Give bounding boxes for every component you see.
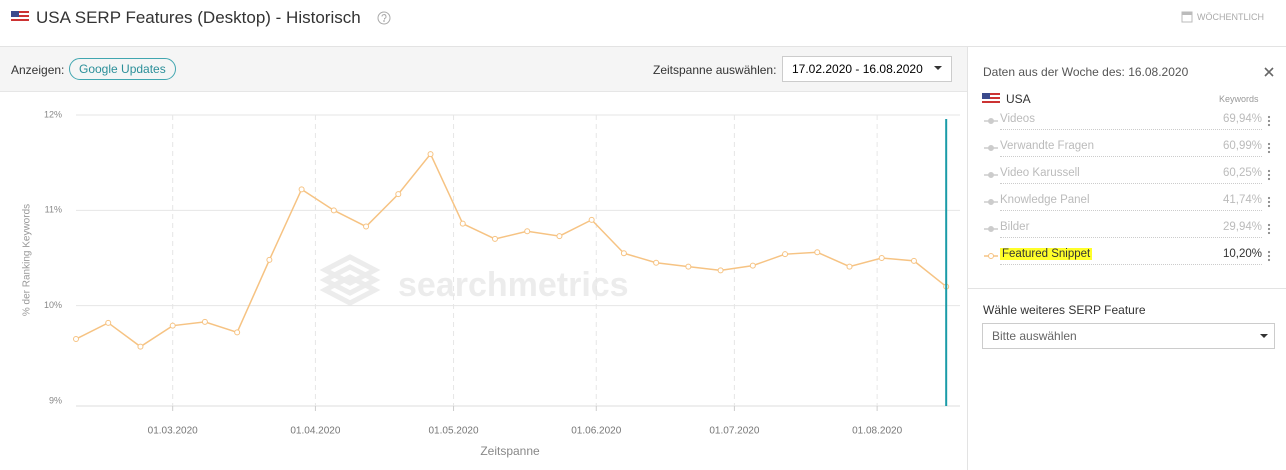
column-header: Keywords [1219,94,1259,104]
data-point [169,322,176,329]
series-icon [984,172,998,178]
feature-value: 60,25% [1222,167,1262,179]
interval-toggle[interactable]: WÖCHENTLICH [1197,12,1264,22]
data-point [878,255,885,261]
feature-name: Video Karussell [1000,167,1080,179]
data-point [814,249,821,256]
google-updates-button[interactable]: Google Updates [69,58,176,80]
x-axis-title: Zeitspanne [480,444,540,458]
data-point [910,257,917,264]
feature-select[interactable]: Bitte auswählen [982,323,1275,349]
feature-value: 10,20% [1222,248,1262,260]
feature-value: 69,94% [1222,113,1262,125]
close-button[interactable] [1264,67,1274,77]
feature-name: Knowledge Panel [1000,194,1090,206]
row-menu[interactable] [1267,196,1271,208]
range-label: Zeitspanne auswählen: [653,63,777,77]
feature-value: 41,74% [1222,194,1262,206]
y-tick-label: 12% [44,109,62,119]
data-point [105,319,112,326]
data-point [717,267,724,274]
header [0,0,1286,47]
data-point [298,186,305,193]
flag-icon [11,11,29,23]
flag-icon [982,93,1000,105]
dropdown-arrow [1260,334,1268,338]
y-axis-title: % der Ranking Keywords [22,204,33,316]
x-tick-label: 01.08.2020 [852,426,902,437]
help-icon[interactable] [377,11,391,25]
feature-row[interactable]: Videos 69,94% [1000,113,1262,130]
series-icon [984,118,998,124]
watermark-shape [319,264,381,296]
data-point [395,191,402,198]
data-point [427,151,434,158]
series-line [75,152,947,348]
feature-value: 60,99% [1222,140,1262,152]
calendar-icon [1181,11,1193,23]
data-point [459,220,466,227]
data-point [363,223,370,230]
watermark: searchmetrics [398,266,629,304]
feature-row[interactable]: Video Karussell 60,25% [1000,167,1262,184]
row-menu[interactable] [1267,223,1271,235]
select-label: Wähle weiteres SERP Feature [983,303,1146,317]
data-point [749,262,756,269]
data-point [620,250,627,257]
data-point [653,259,660,266]
divider [967,288,1286,289]
data-point [330,207,337,214]
country: USA [1006,92,1031,106]
data-point [266,256,273,263]
data-point [137,343,144,350]
x-tick-label: 01.07.2020 [709,426,759,437]
x-tick-label: 01.06.2020 [571,426,621,437]
series-icon [984,253,998,259]
series-icon [984,145,998,151]
feature-row[interactable]: Knowledge Panel 41,74% [1000,194,1262,211]
range-select[interactable]: 17.02.2020 - 16.08.2020 [782,56,952,82]
data-point [588,216,595,223]
data-point [782,251,789,258]
feature-row[interactable]: Featured Snippet 10,20% [1000,248,1262,265]
chart: searchmetrics 9% 10% 11% 12% 01.03.2020 01.04.… [22,109,960,458]
data-point [556,233,563,240]
show-label: Anzeigen: [11,63,65,77]
feature-row[interactable]: Verwandte Fragen 60,99% [1000,140,1262,157]
data-point [846,263,853,270]
panel-heading: Daten aus der Woche des: 16.08.2020 [983,65,1189,79]
row-menu[interactable] [1267,250,1271,262]
row-menu[interactable] [1267,115,1271,127]
feature-name: Featured Snippet [1000,248,1093,260]
data-point [491,235,498,242]
series-icon [984,226,998,232]
row-menu[interactable] [1267,142,1271,154]
row-menu[interactable] [1267,169,1271,181]
x-tick-label: 01.05.2020 [429,426,479,437]
data-point [73,336,79,343]
watermark-logo [319,254,381,306]
data-point [685,263,692,270]
watermark-shape [319,274,381,306]
feature-name: Videos [1000,113,1035,125]
feature-name: Bilder [1000,221,1030,233]
feature-name: Verwandte Fragen [1000,140,1094,152]
series-icon [984,199,998,205]
data-point [524,228,531,235]
dropdown-arrow [934,66,942,70]
y-tick-label: 9% [49,395,62,405]
data-point [201,318,208,325]
x-tick-label: 01.03.2020 [148,426,198,437]
x-tick-label: 01.04.2020 [290,426,340,437]
page-title: USA SERP Features (Desktop) - Historisch [36,8,361,27]
y-tick-label: 11% [45,205,62,215]
side-panel [967,47,1286,470]
feature-row[interactable]: Bilder 29,94% [1000,221,1262,238]
feature-value: 29,94% [1222,221,1262,233]
y-tick-label: 10% [44,300,62,310]
data-point [234,329,241,336]
